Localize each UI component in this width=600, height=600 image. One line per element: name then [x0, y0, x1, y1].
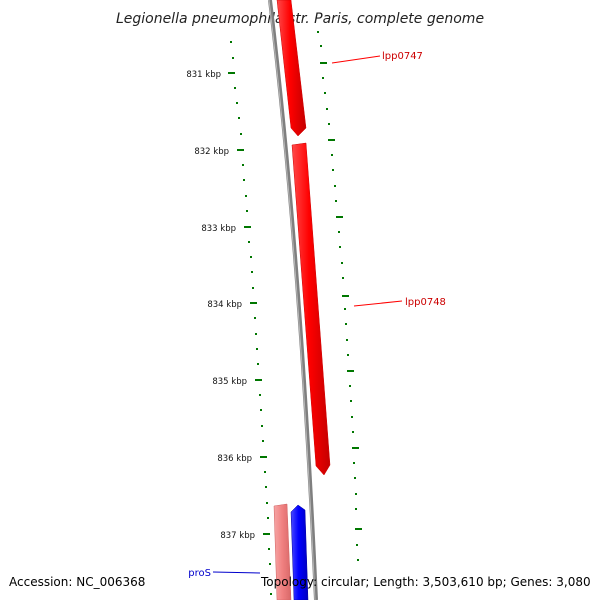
gene-lpp0747-arrow[interactable] [276, 0, 307, 137]
kbp-major-ticks [228, 72, 270, 535]
gene-label-lpp0748[interactable]: lpp0748 [405, 297, 446, 308]
genome-summary-text: Topology: circular; Length: 3,503,610 bp… [261, 575, 591, 589]
kbp-label-832: 832 kbp [194, 147, 229, 157]
lpp0747-leader-line [331, 55, 381, 64]
genome-backbone-highlight [268, 0, 316, 600]
kbp-labels: 831 kbp 832 kbp 833 kbp 834 kbp 835 kbp … [186, 70, 255, 541]
gene-label-lpp0747[interactable]: lpp0747 [382, 51, 423, 62]
kbp-label-837: 837 kbp [220, 531, 255, 541]
right-dotted-track [317, 31, 359, 561]
kbp-label-831: 831 kbp [186, 70, 221, 80]
gene-pale-arrow[interactable] [273, 503, 292, 600]
map-title: Legionella pneumophila str. Paris, compl… [116, 11, 484, 27]
lpp0748-leader-line [353, 300, 403, 307]
accession-text: Accession: NC_006368 [9, 575, 146, 589]
kbp-label-835: 835 kbp [212, 377, 247, 387]
left-dotted-track [230, 41, 272, 595]
kbp-label-833: 833 kbp [201, 224, 236, 234]
proS-leader-line [212, 571, 261, 574]
kbp-label-834: 834 kbp [207, 300, 242, 310]
genome-backbone [268, 0, 318, 600]
kbp-label-836: 836 kbp [217, 454, 252, 464]
gene-label-proS[interactable]: proS [188, 568, 211, 579]
gene-lpp0748-arrow[interactable] [291, 142, 331, 476]
right-major-ticks [320, 62, 362, 530]
gene-proS-arrow[interactable] [290, 504, 309, 600]
